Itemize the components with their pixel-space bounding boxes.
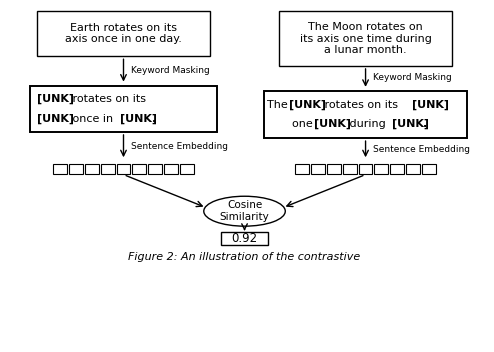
Text: .: . bbox=[423, 119, 427, 129]
Text: one: one bbox=[292, 119, 316, 129]
Text: Keyword Masking: Keyword Masking bbox=[131, 66, 209, 75]
FancyBboxPatch shape bbox=[69, 164, 83, 174]
Text: [UNK]: [UNK] bbox=[315, 119, 351, 130]
Text: Cosine
Similarity: Cosine Similarity bbox=[220, 200, 269, 222]
FancyBboxPatch shape bbox=[406, 164, 420, 174]
Text: [UNK]: [UNK] bbox=[412, 99, 449, 110]
FancyBboxPatch shape bbox=[30, 86, 217, 132]
Text: [UNK]: [UNK] bbox=[120, 114, 157, 124]
Text: [UNK]: [UNK] bbox=[289, 99, 327, 110]
FancyBboxPatch shape bbox=[422, 164, 436, 174]
Ellipse shape bbox=[204, 196, 285, 226]
FancyBboxPatch shape bbox=[164, 164, 178, 174]
FancyBboxPatch shape bbox=[180, 164, 194, 174]
FancyBboxPatch shape bbox=[374, 164, 388, 174]
Text: rotates on its: rotates on its bbox=[321, 100, 402, 109]
FancyBboxPatch shape bbox=[117, 164, 130, 174]
FancyBboxPatch shape bbox=[221, 232, 268, 245]
FancyBboxPatch shape bbox=[53, 164, 67, 174]
FancyBboxPatch shape bbox=[279, 11, 452, 66]
FancyBboxPatch shape bbox=[132, 164, 146, 174]
FancyBboxPatch shape bbox=[148, 164, 162, 174]
Text: [UNK]: [UNK] bbox=[37, 114, 74, 124]
FancyBboxPatch shape bbox=[343, 164, 357, 174]
Text: [UNK]: [UNK] bbox=[392, 119, 428, 130]
FancyBboxPatch shape bbox=[359, 164, 372, 174]
Text: Figure 2: An illustration of the contrastive: Figure 2: An illustration of the contras… bbox=[128, 252, 361, 262]
Text: Earth rotates on its
axis once in one day.: Earth rotates on its axis once in one da… bbox=[65, 23, 182, 44]
Text: Sentence Embedding: Sentence Embedding bbox=[131, 142, 228, 151]
Text: rotates on its: rotates on its bbox=[69, 94, 146, 104]
FancyBboxPatch shape bbox=[85, 164, 99, 174]
FancyBboxPatch shape bbox=[327, 164, 341, 174]
Text: The Moon rotates on
its axis one time during
a lunar month.: The Moon rotates on its axis one time du… bbox=[300, 22, 431, 55]
FancyBboxPatch shape bbox=[295, 164, 309, 174]
Text: Keyword Masking: Keyword Masking bbox=[373, 73, 452, 82]
Text: 0.92: 0.92 bbox=[232, 232, 257, 245]
Text: once in: once in bbox=[69, 114, 116, 124]
Text: during: during bbox=[346, 119, 389, 129]
FancyBboxPatch shape bbox=[390, 164, 404, 174]
Text: .: . bbox=[151, 114, 156, 124]
FancyBboxPatch shape bbox=[37, 11, 210, 56]
Text: [UNK]: [UNK] bbox=[37, 94, 74, 105]
Text: The: The bbox=[267, 100, 291, 109]
Text: Sentence Embedding: Sentence Embedding bbox=[373, 145, 470, 154]
FancyBboxPatch shape bbox=[311, 164, 325, 174]
FancyBboxPatch shape bbox=[101, 164, 115, 174]
FancyBboxPatch shape bbox=[264, 90, 467, 138]
